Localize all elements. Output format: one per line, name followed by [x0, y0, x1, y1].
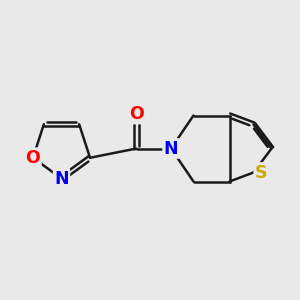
Text: O: O — [26, 149, 40, 167]
Text: S: S — [255, 164, 267, 181]
Text: O: O — [129, 105, 144, 123]
Text: N: N — [54, 169, 69, 188]
Text: N: N — [164, 140, 178, 158]
